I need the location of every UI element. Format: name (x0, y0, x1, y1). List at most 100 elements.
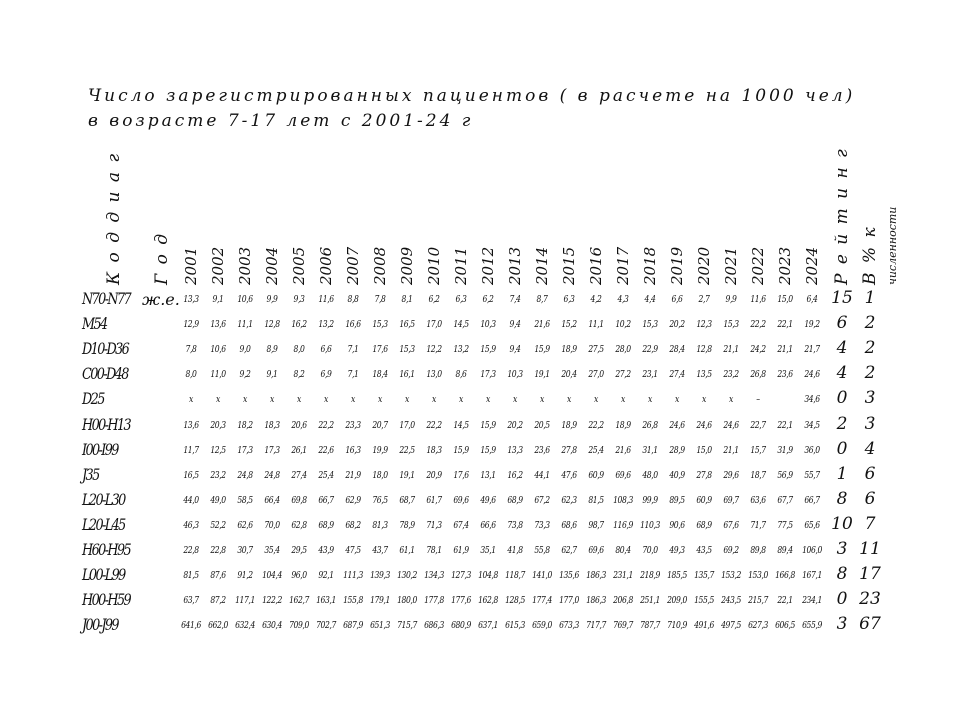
title-line-2: в возрасте 7-17 лет с 2001-24 г (88, 111, 474, 131)
cell-value: 15,9 (480, 420, 496, 431)
cell-value: 8,6 (455, 370, 467, 381)
cell-value: 21,6 (615, 445, 631, 456)
cell-value: 180,0 (397, 596, 417, 607)
cell-value: 19,1 (399, 470, 415, 481)
cell-value: 66,4 (264, 495, 280, 506)
cell-value: 69,6 (588, 546, 604, 556)
cell-value: 104,8 (478, 571, 498, 582)
cell-value: 34,6 (804, 395, 820, 406)
cell-value: 7,1 (347, 345, 359, 356)
cell-value: 111,3 (343, 571, 363, 582)
cell-value: 14,5 (453, 320, 469, 331)
year-header: 2009 (398, 246, 416, 285)
diagnosis-code: H00-H13 (82, 414, 132, 434)
cell-value: 19,9 (372, 445, 388, 456)
cell-value: 47,5 (345, 546, 361, 556)
cell-value: 91,2 (237, 571, 253, 582)
cell-value: 186,3 (586, 571, 606, 582)
year-header: 2020 (695, 246, 713, 285)
cell-value: – (756, 395, 760, 406)
cell-value: 27,8 (696, 470, 712, 481)
cell-value: 16,5 (183, 470, 199, 481)
cell-value: 15,9 (453, 445, 469, 456)
cell-value: 17,3 (264, 445, 280, 456)
cell-value: 62,7 (561, 546, 577, 556)
cell-value: 153,2 (721, 571, 741, 582)
percent-value: 7 (864, 513, 876, 534)
cell-value: 16,6 (345, 320, 361, 331)
cell-value: 155,5 (694, 596, 714, 607)
cell-value: 89,8 (750, 546, 766, 556)
cell-value: 13,3 (183, 295, 199, 305)
percent-value: 3 (864, 388, 876, 409)
cell-value: 26,8 (750, 370, 766, 381)
cell-value: 14,5 (453, 420, 469, 431)
cell-value: 9,2 (239, 370, 251, 381)
cell-value: 55,7 (804, 470, 820, 481)
cell-value: x (513, 395, 517, 406)
cell-value: 11,0 (210, 370, 226, 381)
cell-value: 20,4 (561, 370, 577, 381)
cell-value: 43,7 (372, 546, 388, 556)
cell-value: 23,6 (534, 445, 550, 456)
year-header: 2018 (641, 246, 659, 285)
cell-value: 18,4 (372, 370, 388, 381)
cell-value: 218,9 (640, 571, 660, 582)
rating-value: 3 (836, 539, 848, 559)
cell-value: 17,6 (372, 345, 388, 356)
cell-value: 128,5 (505, 596, 525, 607)
cell-value: 87,2 (210, 596, 226, 607)
cell-value: 215,7 (748, 596, 768, 607)
row-note: ж.е. (142, 290, 180, 309)
cell-value: 20,9 (426, 470, 442, 481)
year-header: 2023 (776, 246, 794, 285)
cell-value: 8,7 (536, 295, 548, 305)
percent-value: 17 (859, 564, 881, 585)
cell-value: 22,8 (183, 546, 199, 556)
cell-value: x (594, 395, 598, 406)
cell-value: x (405, 395, 409, 406)
cell-value: 662,0 (208, 621, 228, 632)
cell-value: 20,2 (669, 320, 685, 331)
cell-value: 251,1 (640, 596, 660, 607)
cell-value: 31,1 (642, 445, 658, 456)
cell-value: 18,3 (264, 420, 280, 431)
cell-value: 715,7 (397, 621, 417, 632)
cell-value: 15,7 (750, 445, 766, 456)
cell-value: 21,1 (723, 345, 739, 356)
cell-value: 17,3 (480, 370, 496, 381)
cell-value: 24,6 (804, 370, 820, 381)
cell-value: 66,7 (804, 495, 820, 506)
cell-value: 673,3 (559, 621, 579, 632)
cell-value: 243,5 (721, 596, 741, 607)
percent-value: 1 (864, 288, 876, 308)
rating-value: 2 (836, 413, 848, 434)
rating-value: 3 (836, 614, 848, 635)
diagnosis-code: L00-L99 (82, 565, 126, 585)
cell-value: 6,3 (563, 295, 575, 305)
cell-value: 186,3 (586, 596, 606, 607)
cell-value: 31,9 (777, 445, 793, 456)
cell-value: 8,9 (266, 345, 278, 356)
cell-value: 22,1 (777, 320, 793, 331)
cell-value: 21,9 (345, 470, 361, 481)
cell-value: 68,2 (345, 520, 361, 531)
cell-value: 117,1 (235, 596, 255, 607)
year-header: 2002 (209, 246, 227, 285)
cell-value: 73,8 (507, 520, 523, 531)
cell-value: 686,3 (424, 621, 444, 632)
cell-value: 122,2 (262, 596, 282, 607)
percent-value: 6 (864, 463, 876, 484)
cell-value: 23,1 (642, 370, 658, 381)
cell-value: 48,0 (642, 470, 658, 481)
cell-value: 22,2 (426, 420, 442, 431)
cell-value: 9,9 (266, 295, 278, 305)
cell-value: 81,5 (588, 495, 604, 506)
cell-value: 58,5 (237, 495, 253, 506)
cell-value: 27,2 (615, 370, 631, 381)
cell-value: 680,9 (451, 621, 471, 632)
header-code: К о д д и а г (104, 151, 124, 285)
percent-value: 4 (864, 438, 876, 459)
cell-value: 66,6 (480, 520, 496, 531)
cell-value: 19,1 (534, 370, 550, 381)
